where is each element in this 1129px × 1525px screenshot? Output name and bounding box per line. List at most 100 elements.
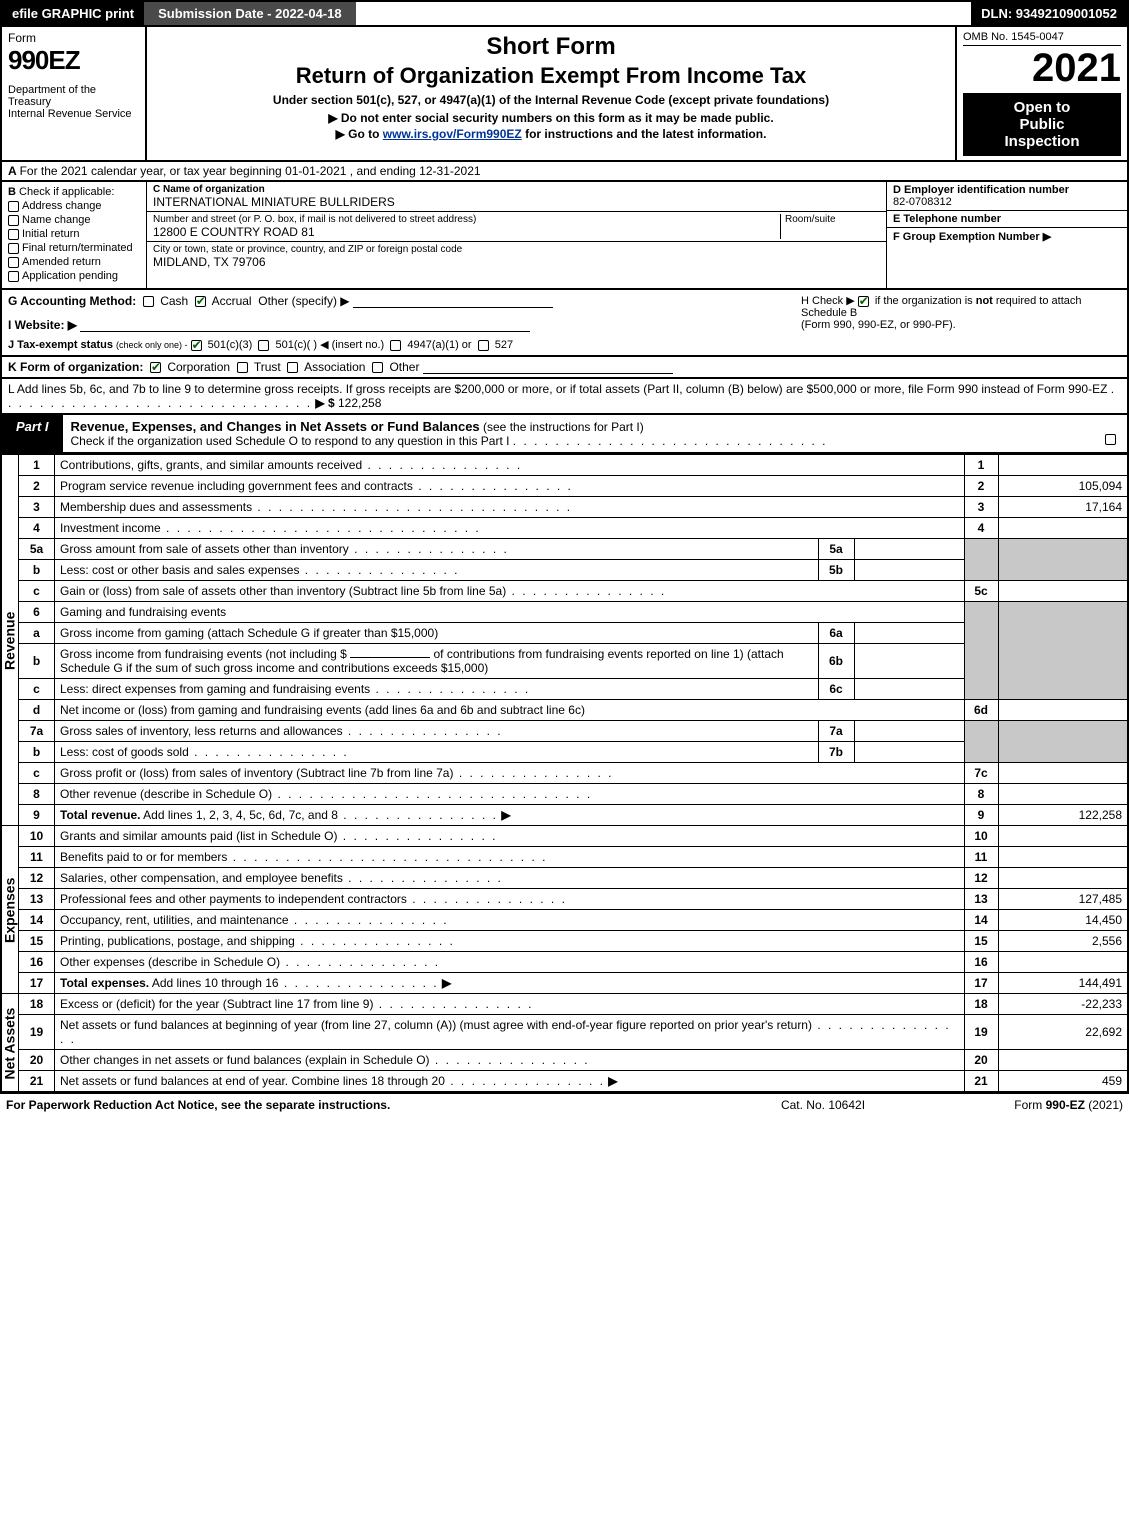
j-c1: 501(c)(3) [208, 339, 253, 351]
part-i-check-line: Check if the organization used Schedule … [71, 434, 510, 448]
part-i-note: (see the instructions for Part I) [483, 420, 644, 434]
d-label: D Employer identification number [893, 184, 1069, 196]
line-7c-desc: Gross profit or (loss) from sales of inv… [60, 766, 453, 780]
checkbox-address-change[interactable]: Address change [8, 200, 140, 212]
line-3: 3 Membership dues and assessments 3 17,1… [1, 497, 1128, 518]
open-line2: Public [967, 116, 1117, 133]
b-opt-0: Address change [22, 200, 102, 212]
line-1-val [998, 455, 1128, 476]
irs-link[interactable]: www.irs.gov/Form990EZ [383, 127, 522, 141]
checkbox-initial-return[interactable]: Initial return [8, 228, 140, 240]
g-other: Other (specify) ▶ [258, 294, 349, 308]
street-address: 12800 E COUNTRY ROAD 81 [153, 225, 780, 239]
k-o4: Other [389, 360, 419, 374]
line-6: 6 Gaming and fundraising events [1, 602, 1128, 623]
line-12-val [998, 868, 1128, 889]
b-opt-5: Application pending [22, 270, 118, 282]
line-17-desc: Add lines 10 through 16 [152, 976, 279, 990]
line-6-desc: Gaming and fundraising events [55, 602, 965, 623]
street-label: Number and street (or P. O. box, if mail… [153, 214, 780, 225]
checkbox-amended-return[interactable]: Amended return [8, 256, 140, 268]
row-h: H Check ▶ if the organization is not req… [801, 294, 1121, 351]
checkbox-final-return[interactable]: Final return/terminated [8, 242, 140, 254]
line-2-val: 105,094 [998, 476, 1128, 497]
line-10: Expenses 10 Grants and similar amounts p… [1, 826, 1128, 847]
line-4: 4 Investment income 4 [1, 518, 1128, 539]
checkbox-corporation[interactable] [150, 362, 161, 373]
i-label: I Website: ▶ [8, 318, 77, 332]
h-post2: (Form 990, 990-EZ, or 990-PF). [801, 319, 956, 331]
line-5b-desc: Less: cost or other basis and sales expe… [60, 563, 299, 577]
checkbox-trust[interactable] [237, 362, 248, 373]
g-accrual: Accrual [212, 294, 252, 308]
h-pre: H Check ▶ [801, 295, 855, 307]
line-7a-subval [854, 721, 964, 742]
checkbox-527[interactable] [478, 340, 489, 351]
row-g: G Accounting Method: Cash Accrual Other … [8, 294, 781, 308]
efile-print: efile GRAPHIC print [2, 2, 144, 25]
row-l: L Add lines 5b, 6c, and 7b to line 9 to … [0, 379, 1129, 415]
checkbox-association[interactable] [287, 362, 298, 373]
part-i-title-cell: Revenue, Expenses, and Changes in Net As… [63, 415, 1127, 452]
line-13-desc: Professional fees and other payments to … [60, 892, 407, 906]
line-18-desc: Excess or (deficit) for the year (Subtra… [60, 997, 373, 1011]
line-6b-blank [350, 657, 430, 658]
j-c4: 527 [495, 339, 513, 351]
checkbox-other-org[interactable] [372, 362, 383, 373]
k-label: K Form of organization: [8, 360, 143, 374]
other-org-line [423, 360, 673, 374]
dept-treasury: Department of the Treasury [8, 84, 139, 108]
line-13-val: 127,485 [998, 889, 1128, 910]
telephone-row: E Telephone number [887, 211, 1127, 228]
open-to-public-box: Open to Public Inspection [963, 93, 1121, 156]
line-14-val: 14,450 [998, 910, 1128, 931]
part-i-title: Revenue, Expenses, and Changes in Net As… [71, 419, 480, 434]
ssn-warning: ▶ Do not enter social security numbers o… [155, 111, 947, 125]
section-def: D Employer identification number 82-0708… [887, 182, 1127, 288]
ein-row: D Employer identification number 82-0708… [887, 182, 1127, 211]
j-c2: 501(c)( ) ◀ (insert no.) [275, 339, 384, 351]
line-5c-desc: Gain or (loss) from sale of assets other… [60, 584, 506, 598]
open-line3: Inspection [967, 133, 1117, 150]
checkbox-schedule-o[interactable] [1105, 434, 1116, 445]
line-19-val: 22,692 [998, 1015, 1128, 1050]
line-17-val: 144,491 [998, 973, 1128, 994]
checkbox-4947[interactable] [390, 340, 401, 351]
f-label: F Group Exemption Number ▶ [893, 231, 1051, 243]
line-15: 15 Printing, publications, postage, and … [1, 931, 1128, 952]
line-5c: c Gain or (loss) from sale of assets oth… [1, 581, 1128, 602]
k-o2: Trust [254, 360, 281, 374]
website-line [80, 318, 530, 332]
top-bar: efile GRAPHIC print Submission Date - 20… [0, 0, 1129, 27]
part-i-table: Revenue 1 Contributions, gifts, grants, … [0, 454, 1129, 1093]
line-5b-subval [854, 560, 964, 581]
line-5a: 5a Gross amount from sale of assets othe… [1, 539, 1128, 560]
footer-right-pre: Form [1014, 1098, 1045, 1112]
section-b: B Check if applicable: Address change Na… [2, 182, 147, 288]
k-o3: Association [304, 360, 365, 374]
j-c3: 4947(a)(1) or [407, 339, 471, 351]
checkbox-501c[interactable] [258, 340, 269, 351]
checkbox-accrual[interactable] [195, 296, 206, 307]
line-20-desc: Other changes in net assets or fund bala… [60, 1053, 430, 1067]
checkbox-501c3[interactable] [191, 340, 202, 351]
line-14: 14 Occupancy, rent, utilities, and maint… [1, 910, 1128, 931]
line-8: 8 Other revenue (describe in Schedule O)… [1, 784, 1128, 805]
line-1: Revenue 1 Contributions, gifts, grants, … [1, 455, 1128, 476]
checkbox-name-change[interactable]: Name change [8, 214, 140, 226]
checkbox-schedule-b[interactable] [858, 296, 869, 307]
header-left: Form 990EZ Department of the Treasury In… [2, 27, 147, 160]
line-14-desc: Occupancy, rent, utilities, and maintena… [60, 913, 289, 927]
gross-receipts-value: 122,258 [338, 396, 381, 410]
j-label: J Tax-exempt status [8, 339, 113, 351]
checkbox-cash[interactable] [143, 296, 154, 307]
line-2: 2 Program service revenue including gove… [1, 476, 1128, 497]
line-4-val [998, 518, 1128, 539]
info-grid: B Check if applicable: Address change Na… [0, 182, 1129, 290]
b-opt-4: Amended return [22, 256, 101, 268]
line-10-desc: Grants and similar amounts paid (list in… [60, 829, 337, 843]
line-6b-pre: Gross income from fundraising events (no… [60, 647, 347, 661]
checkbox-application-pending[interactable]: Application pending [8, 270, 140, 282]
l-text: L Add lines 5b, 6c, and 7b to line 9 to … [8, 382, 1107, 396]
part-i-header: Part I Revenue, Expenses, and Changes in… [0, 415, 1129, 454]
